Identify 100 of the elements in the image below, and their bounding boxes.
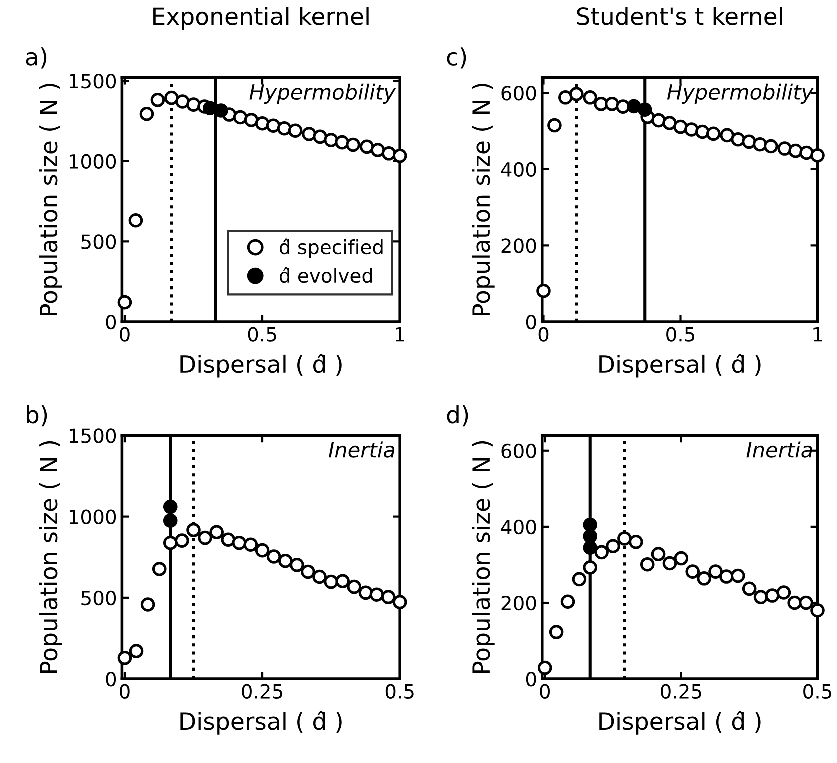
point xyxy=(370,143,386,158)
y-tick-label: 400 xyxy=(501,162,536,178)
point xyxy=(810,148,825,163)
point xyxy=(742,582,757,596)
point xyxy=(244,113,259,128)
point xyxy=(278,554,293,568)
legend-label: d̂ specified xyxy=(280,238,383,258)
point xyxy=(618,532,632,546)
point xyxy=(629,535,644,550)
point xyxy=(255,116,270,131)
x-tick-label: 0.25 xyxy=(661,684,702,699)
point xyxy=(583,540,598,556)
point xyxy=(370,588,384,602)
point xyxy=(765,588,780,603)
point xyxy=(674,551,689,566)
point xyxy=(708,564,723,579)
point xyxy=(244,538,258,552)
point xyxy=(302,127,316,142)
point xyxy=(799,596,814,610)
point xyxy=(640,557,655,572)
chart-title: Exponential kernel xyxy=(154,7,369,30)
text: a) xyxy=(26,48,47,69)
text: d) xyxy=(447,406,468,427)
y-tick-label: 1000 xyxy=(70,510,116,524)
point xyxy=(627,99,642,114)
point xyxy=(583,529,598,544)
point xyxy=(651,547,666,562)
point xyxy=(788,144,803,158)
annotation: Hypermobility xyxy=(250,84,396,104)
point xyxy=(720,570,734,584)
point xyxy=(152,562,167,576)
y-axis-title: Population size ( N ) xyxy=(472,441,495,674)
point xyxy=(266,118,281,133)
x-tick-label: 0 xyxy=(538,327,549,342)
text: c) xyxy=(447,48,466,69)
point xyxy=(128,213,144,228)
y-tick-label: 200 xyxy=(502,238,536,254)
y-tick-label: 0 xyxy=(106,672,116,687)
annotation: Hypermobility xyxy=(667,84,814,104)
y-tick-label: 1000 xyxy=(70,154,116,170)
point xyxy=(233,110,248,125)
point xyxy=(583,560,598,575)
point xyxy=(288,124,303,138)
point xyxy=(583,90,598,105)
point xyxy=(382,146,396,161)
point xyxy=(720,128,734,143)
point xyxy=(605,97,620,112)
point xyxy=(140,106,154,122)
y-tick-label: 200 xyxy=(502,596,536,611)
x-tick-label: 0 xyxy=(540,684,550,699)
point xyxy=(118,295,132,310)
point xyxy=(686,564,700,579)
point xyxy=(536,284,551,298)
x-tick-label: 0.5 xyxy=(666,327,695,342)
point xyxy=(392,148,408,164)
point xyxy=(301,564,316,580)
point xyxy=(358,586,374,600)
point xyxy=(742,134,756,150)
point xyxy=(324,133,338,148)
point xyxy=(583,518,598,532)
y-axis-title: Population size ( N ) xyxy=(39,84,62,316)
annotation: Inertia xyxy=(746,442,812,458)
point xyxy=(163,514,178,528)
y-axis-title: Population size ( N ) xyxy=(39,441,62,674)
point xyxy=(164,90,179,106)
point xyxy=(776,586,792,600)
point xyxy=(800,146,814,160)
chart-title: Student's t kernel xyxy=(577,7,782,26)
point xyxy=(150,93,166,108)
x-tick-label: 1 xyxy=(814,327,822,342)
point xyxy=(347,580,362,594)
point xyxy=(336,574,350,589)
x-axis-title: Dispersal ( d̂ ) xyxy=(600,711,761,735)
point xyxy=(753,137,768,152)
point xyxy=(754,590,768,604)
point xyxy=(210,525,224,540)
point xyxy=(764,139,778,154)
point xyxy=(324,574,338,590)
point xyxy=(662,116,677,130)
point xyxy=(335,135,350,150)
point xyxy=(198,530,212,546)
x-tick-label: 1 xyxy=(396,327,404,342)
x-tick-label: 0.25 xyxy=(242,684,282,699)
point xyxy=(652,113,666,128)
point xyxy=(266,550,282,564)
point xyxy=(810,603,825,618)
point xyxy=(558,90,573,105)
point xyxy=(730,568,746,584)
point xyxy=(392,595,408,610)
point xyxy=(684,122,699,137)
point xyxy=(360,140,374,154)
x-axis-title: Dispersal ( d̂ ) xyxy=(180,354,342,378)
point xyxy=(778,142,792,156)
text: b) xyxy=(27,406,48,427)
point xyxy=(186,98,201,112)
point xyxy=(140,598,156,612)
y-tick-label: 600 xyxy=(502,86,536,101)
point xyxy=(221,532,236,547)
y-tick-label: 0 xyxy=(526,314,536,330)
point xyxy=(163,536,178,550)
